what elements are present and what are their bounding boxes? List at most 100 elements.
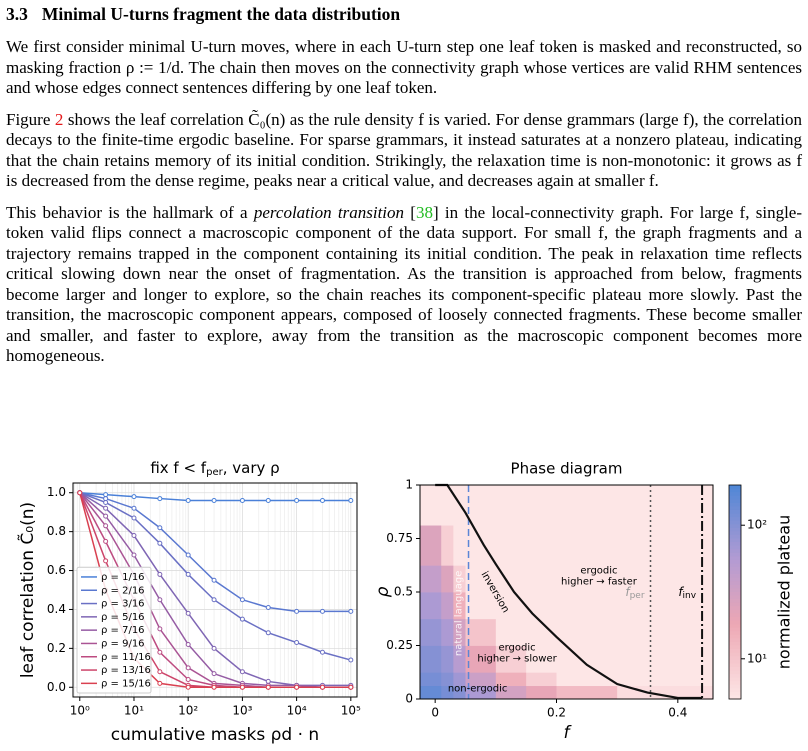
heatmap-cell	[495, 672, 527, 687]
colorbar-step	[729, 663, 741, 668]
colorbar-step	[729, 584, 741, 589]
colorbar-step	[729, 691, 741, 696]
x-axis-label: cumulative masks ρd · n	[111, 725, 319, 745]
point-marker	[319, 684, 325, 690]
citation-link[interactable]: 38	[415, 202, 433, 222]
heatmap-cell	[441, 685, 454, 700]
colorbar-step	[729, 534, 741, 539]
heatmap-cell	[617, 592, 714, 620]
heatmap-cell	[420, 485, 442, 526]
point-marker	[294, 608, 300, 614]
colorbar-step	[729, 531, 741, 536]
colorbar-step	[729, 538, 741, 543]
chart-title: Phase diagram	[511, 460, 623, 478]
y-axis-label: ρ	[373, 586, 393, 597]
colorbar-step	[729, 563, 741, 568]
heatmap-cell	[465, 592, 497, 620]
text-run: This behavior is the hallmark of a	[6, 202, 254, 222]
heatmap-cell	[495, 618, 527, 646]
colorbar-step	[729, 684, 741, 689]
colorbar-step	[729, 659, 741, 664]
point-marker	[157, 626, 163, 632]
title-part: , vary ρ	[223, 459, 280, 477]
colorbar-label: normalized plateau	[775, 515, 794, 669]
colorbar-step	[729, 641, 741, 646]
heatmap-cell	[617, 672, 714, 687]
region-annotation: ergodic	[580, 566, 617, 577]
y-tick-label: 0.5	[394, 585, 413, 599]
colorbar-step	[729, 670, 741, 675]
point-marker	[294, 640, 300, 646]
label-part: inv	[683, 591, 697, 601]
legend-label: ρ = 13/16	[101, 665, 151, 676]
section-number: 3.3	[6, 4, 28, 24]
point-marker	[185, 684, 191, 690]
point-marker	[157, 525, 163, 531]
colorbar-step	[729, 588, 741, 593]
heatmap-cell	[441, 525, 454, 566]
colorbar-step	[729, 649, 741, 654]
plot-frame	[72, 482, 358, 698]
title-part: fix f < f	[150, 459, 206, 477]
point-marker	[157, 597, 163, 603]
heatmap-cell	[465, 685, 497, 700]
x-tick-label: 0.2	[547, 706, 566, 720]
point-marker	[239, 669, 245, 675]
point-marker	[157, 669, 163, 675]
colorbar-step	[729, 599, 741, 604]
region-annotation: higher → faster	[561, 576, 638, 587]
legend-label: ρ = 2/16	[101, 585, 145, 596]
point-marker	[348, 657, 354, 663]
region-annotation: non-ergodic	[448, 683, 508, 694]
figure-link[interactable]: 2	[54, 109, 64, 129]
point-marker	[239, 597, 245, 603]
colorbar-frame	[728, 484, 742, 700]
colorbar-step	[729, 656, 741, 661]
point-marker	[211, 671, 217, 677]
chart-title: fix f < fper, vary ρ	[150, 459, 279, 479]
point-marker	[103, 499, 109, 505]
section-title: Minimal U-turns fragment the data distri…	[41, 4, 401, 24]
heatmap-cell	[465, 645, 497, 673]
point-marker	[211, 597, 217, 603]
heatmap-cell	[453, 672, 466, 687]
point-marker	[131, 505, 137, 511]
legend-label: ρ = 11/16	[101, 652, 151, 663]
colorbar-step	[729, 567, 741, 572]
label-part: f	[625, 585, 631, 599]
heatmap-cell	[441, 645, 454, 673]
legend-label: ρ = 5/16	[101, 612, 145, 623]
colorbar-step	[729, 581, 741, 586]
title-part: per	[206, 467, 224, 478]
paper-text: 3.3 Minimal U-turns fragment the data dis…	[6, 4, 802, 378]
colorbar-step	[729, 549, 741, 554]
colorbar-step	[729, 513, 741, 518]
point-marker	[319, 498, 325, 504]
point-marker	[185, 641, 191, 647]
emphasis: percolation transition	[253, 202, 405, 222]
point-marker	[103, 558, 109, 564]
heatmap-cell	[420, 592, 442, 620]
heatmap-cell	[617, 485, 714, 526]
label-part: f	[678, 585, 684, 599]
point-marker	[239, 684, 245, 690]
colorbar-step	[729, 574, 741, 579]
section-heading: 3.3 Minimal U-turns fragment the data dis…	[6, 4, 802, 25]
region-annotation: ergodic	[498, 643, 535, 654]
colorbar-step	[729, 602, 741, 607]
colorbar-step	[729, 592, 741, 597]
point-marker	[265, 605, 271, 611]
colorbar-step	[729, 677, 741, 682]
colorbar-step	[729, 517, 741, 522]
colorbar-step	[729, 666, 741, 671]
colorbar-step	[729, 627, 741, 632]
heatmap-cell	[556, 618, 618, 646]
y-tick-label: 0.75	[386, 531, 413, 545]
heatmap-cell	[453, 565, 466, 593]
heatmap-cell	[495, 485, 527, 526]
point-marker	[157, 496, 163, 502]
heatmap-cell	[420, 525, 442, 566]
point-marker	[185, 676, 191, 682]
figure: 10⁰ 10¹ 10² 10³ 10⁴ 10⁵ 0.0 0.2 0.4 0.6 0.8 1.0 ρ = …	[17, 459, 794, 746]
